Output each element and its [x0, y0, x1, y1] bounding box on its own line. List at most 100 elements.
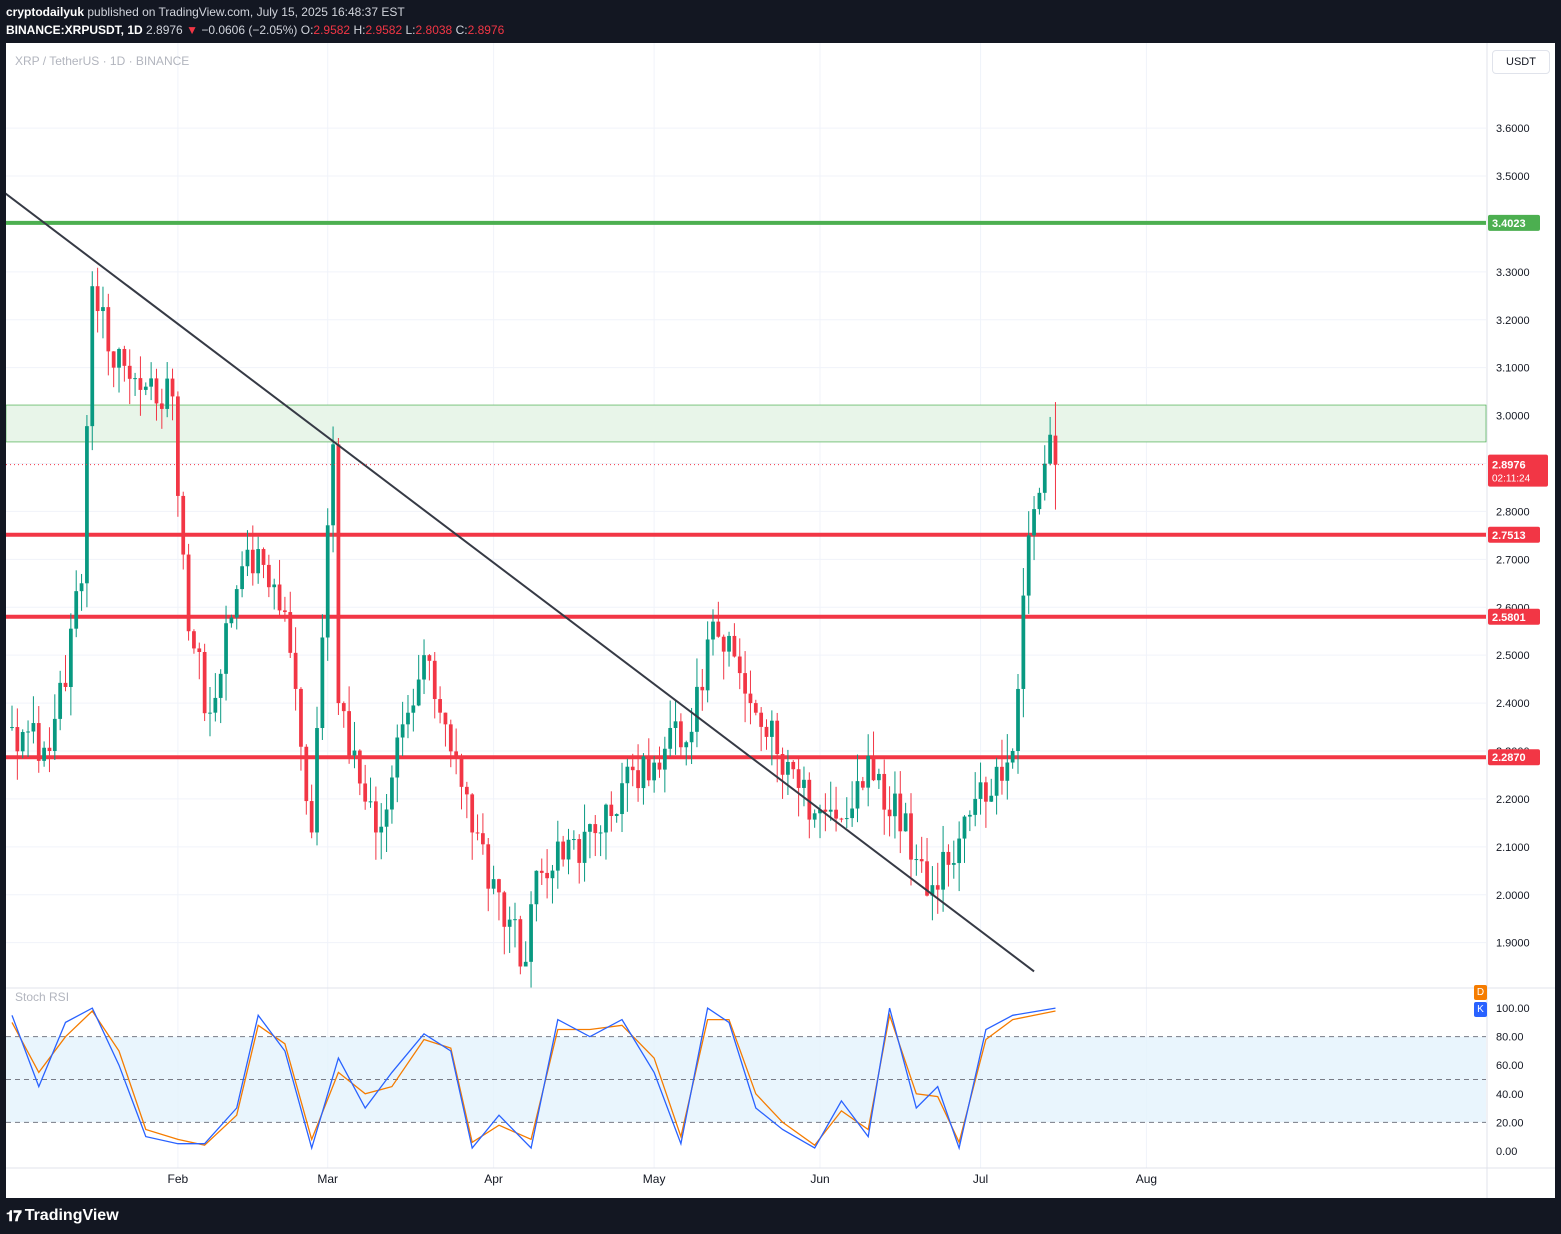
- candle-body: [245, 549, 250, 567]
- low-label: L:: [405, 23, 416, 37]
- candle-body: [341, 703, 346, 712]
- candle-body: [721, 636, 726, 652]
- candle-body: [893, 793, 897, 817]
- candle-body: [855, 781, 860, 809]
- candle-body: [464, 786, 469, 795]
- candle-body: [973, 798, 978, 815]
- price-tick-label: 3.3000: [1496, 267, 1530, 279]
- candle-body: [36, 723, 41, 761]
- candle-body: [149, 378, 154, 387]
- candle-body: [571, 839, 576, 841]
- level-label: 3.4023: [1492, 218, 1526, 230]
- level-label: 2.5801: [1492, 612, 1526, 624]
- candle-body: [138, 378, 143, 390]
- candle-body: [325, 525, 330, 638]
- candle-body: [759, 712, 764, 727]
- candle-body: [176, 396, 180, 496]
- price-tick-label: 2.8000: [1496, 506, 1530, 518]
- symbol-interval: BINANCE:XRPUSDT, 1D: [6, 23, 143, 37]
- candle-body: [513, 919, 517, 921]
- level-label-bg: [1488, 749, 1540, 766]
- candle-body: [159, 403, 164, 409]
- candle-body: [630, 766, 635, 771]
- candle-body: [844, 818, 849, 820]
- close-label: C:: [455, 23, 468, 37]
- candle-body: [882, 773, 887, 810]
- x-tick-label: Mar: [317, 1172, 338, 1186]
- price-tick-label: 2.4000: [1496, 698, 1530, 710]
- rsi-tick-label: 20.00: [1496, 1117, 1524, 1129]
- publish-info: cryptodailyuk published on TradingView.c…: [6, 5, 405, 19]
- candle-body: [390, 777, 394, 810]
- candle-body: [555, 841, 560, 871]
- currency-button[interactable]: USDT: [1492, 50, 1550, 74]
- level-label-bg: [1488, 608, 1540, 625]
- price-chart[interactable]: FebMarAprMayJunJulAug3.60003.50003.40003…: [6, 43, 1555, 1198]
- chart-panel[interactable]: FebMarAprMayJunJulAug3.60003.50003.40003…: [6, 43, 1555, 1198]
- candle-body: [52, 718, 57, 751]
- candle-body: [796, 769, 801, 788]
- published-text: published on TradingView.com, July 15, 2…: [87, 5, 405, 19]
- candle-body: [234, 589, 239, 618]
- candle-body: [860, 781, 865, 788]
- price-tick-label: 3.1000: [1496, 363, 1530, 375]
- candle-body: [1032, 509, 1036, 536]
- candle-body: [604, 804, 608, 833]
- candle-body: [700, 686, 705, 691]
- candle-body: [288, 612, 293, 653]
- candle-body: [304, 746, 309, 802]
- tradingview-logo-icon: 𝟏𝟕: [6, 1207, 22, 1225]
- brand-name: TradingView: [24, 1207, 119, 1224]
- level-label: 2.2870: [1492, 752, 1526, 764]
- last-price-label: 2.8976: [1492, 460, 1526, 472]
- candle-body: [459, 755, 464, 787]
- candle-body: [775, 720, 780, 755]
- rsi-tick-label: 100.00: [1496, 1003, 1530, 1015]
- candle-body: [1037, 492, 1042, 510]
- candle-body: [684, 742, 689, 748]
- candle-body: [90, 286, 95, 427]
- price-tick-label: 3.0000: [1496, 411, 1530, 423]
- candle-body: [1021, 595, 1026, 689]
- candle-body: [427, 655, 432, 661]
- publisher-name[interactable]: cryptodailyuk: [6, 5, 85, 19]
- candle-body: [839, 818, 844, 820]
- rsi-tick-label: 60.00: [1496, 1060, 1524, 1072]
- candle-body: [539, 870, 544, 873]
- candle-body: [786, 761, 790, 775]
- candle-body: [743, 673, 747, 694]
- candle-body: [903, 813, 908, 832]
- candle-body: [662, 748, 667, 770]
- tradingview-branding[interactable]: 𝟏𝟕 TradingView: [6, 1205, 119, 1227]
- candle-body: [454, 751, 459, 756]
- candle-body: [818, 809, 822, 814]
- candle-body: [352, 750, 357, 756]
- candle-body: [448, 724, 453, 752]
- price-tick-label: 2.1000: [1496, 842, 1530, 854]
- candle-body: [486, 844, 491, 889]
- candle-body: [293, 652, 298, 689]
- candle-body: [443, 712, 448, 725]
- candle-body: [218, 673, 223, 698]
- candle-body: [283, 610, 287, 613]
- candle-body: [561, 841, 566, 860]
- candle-body: [593, 824, 598, 834]
- candle-body: [989, 795, 994, 802]
- candle-body: [10, 727, 14, 729]
- candle-body: [711, 621, 715, 640]
- candle-body: [475, 832, 480, 834]
- price-change: −0.0606 (−2.05%): [201, 23, 298, 37]
- candle-body: [143, 386, 148, 390]
- d-series-badge: D: [1474, 985, 1487, 1000]
- candle-body: [208, 712, 212, 714]
- candle-body: [395, 737, 400, 778]
- x-tick-label: May: [643, 1172, 666, 1186]
- candle-body: [909, 813, 913, 860]
- candle-body: [58, 682, 63, 719]
- candle-body: [625, 766, 630, 784]
- rsi-tick-label: 0.00: [1496, 1146, 1517, 1158]
- candle-body: [197, 648, 202, 653]
- candle-body: [1016, 688, 1020, 751]
- candle-body: [748, 693, 753, 704]
- stoch-rsi-title: Stoch RSI: [15, 990, 70, 1004]
